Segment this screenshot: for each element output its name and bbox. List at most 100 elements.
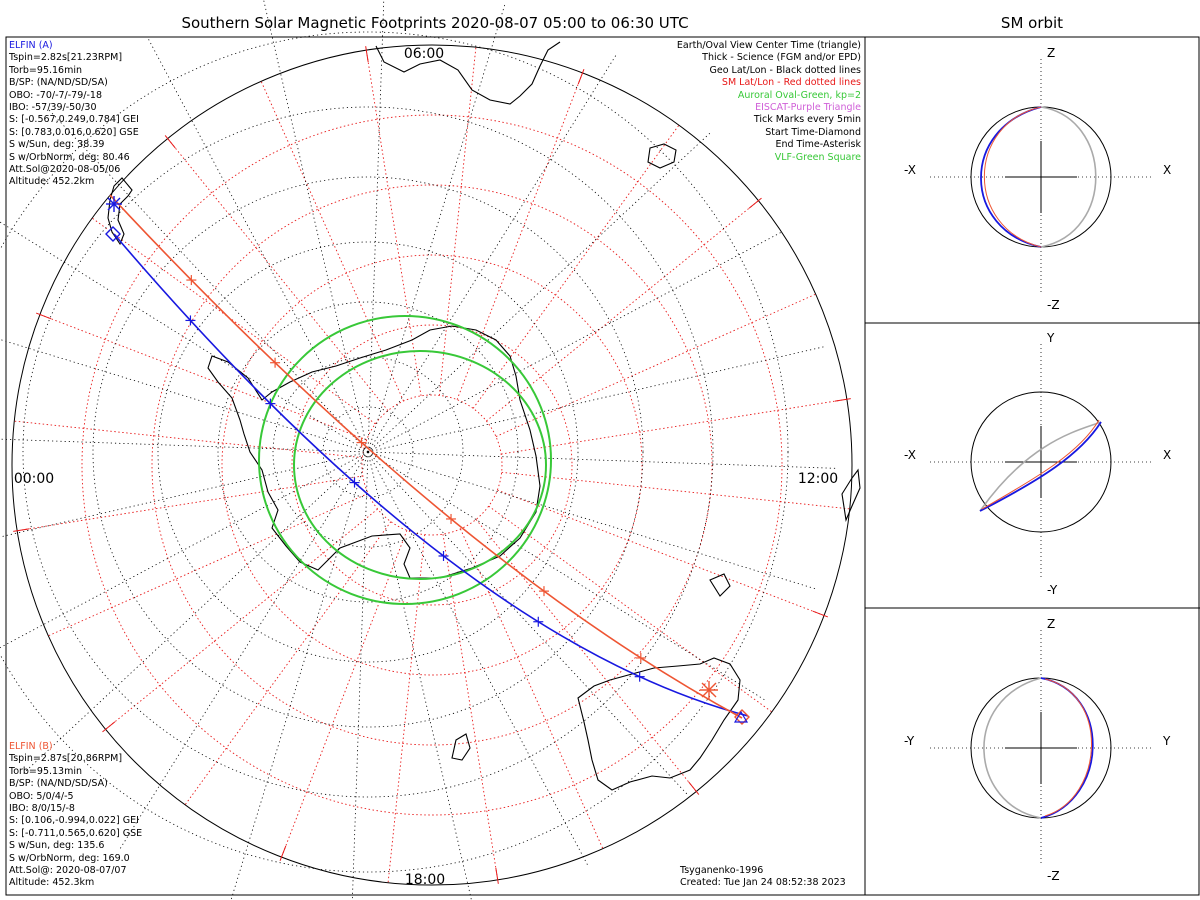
geo-lon-line	[367, 451, 472, 900]
sm-rim-tick	[812, 610, 829, 618]
australia-coastline	[577, 657, 741, 791]
elfin-b-start-diamond	[734, 709, 750, 725]
geo-lat-circle	[0, 31, 789, 873]
new-zealand-coastline	[841, 468, 861, 522]
sm-lat-circle	[221, 254, 643, 676]
sm-lon-line	[501, 398, 847, 455]
orbit-axis-label-right: Y	[1162, 734, 1171, 748]
legend-tick-marks: Tick Marks every 5min	[753, 114, 861, 126]
time-label-bottom: 18:00	[405, 872, 445, 888]
map-legend: Earth/Oval View Center Time (triangle) T…	[677, 40, 861, 164]
elfin-a-end-asterisk	[106, 196, 122, 212]
geo-lat-circle	[272, 356, 464, 548]
orbit-track-shadow	[979, 421, 1102, 512]
orbit-track-b	[981, 419, 1100, 510]
antarctica-coastline	[207, 325, 541, 579]
geo-lon-line	[367, 451, 838, 469]
auroral-oval-outer	[258, 315, 552, 605]
geo-lat-circle	[22, 106, 714, 798]
sm-lat-lon-grid	[13, 46, 851, 884]
orbit-axis-label-right: X	[1163, 448, 1171, 462]
sm-lon-line	[260, 81, 404, 402]
sm-rim-tick	[748, 197, 762, 209]
sm-lon-line	[387, 534, 426, 883]
sm-rim-tick	[13, 528, 30, 532]
orbit-frame	[864, 36, 1200, 896]
legend-end-time: End Time-Asterisk	[775, 139, 861, 151]
geo-lon-line	[367, 451, 767, 702]
geo-lon-line	[367, 451, 590, 868]
elfin-b-info-line: IBO: 8/0/15/-8	[9, 802, 75, 814]
geo-lon-line	[367, 2, 506, 453]
geo-lon-line	[230, 451, 369, 900]
elfin-a-info-line: S w/OrbNorm, deg: 80.46	[9, 151, 130, 163]
orbit-title: SM orbit	[1001, 14, 1063, 32]
elfin-b-info-panel: ELFIN (B) Tspin=2.87s[20.86RPM] Torb=95.…	[9, 741, 142, 890]
sm-rim-tick	[35, 312, 52, 320]
orbit-axis-label-bottom: -Y	[1047, 583, 1058, 597]
elfin-a-footprint-track	[113, 233, 749, 717]
legend-eiscat: EISCAT-Purple Triangle	[755, 101, 861, 113]
legend-view-center: Earth/Oval View Center Time (triangle)	[676, 40, 861, 51]
sm-rim-tick	[164, 135, 176, 149]
geo-lat-circle	[92, 176, 644, 728]
south-pacific-island	[451, 733, 471, 761]
sm-lon-line	[488, 505, 773, 713]
elfin-a-info-line: Tspin=2.82s[21.23RPM]	[9, 52, 123, 64]
elfin-a-info-line: OBO: -70/-7/-79/-18	[9, 89, 102, 101]
orbit-axis-label-bottom: -Z	[1047, 298, 1060, 312]
elfin-a-start-diamond	[105, 226, 121, 242]
sm-lon-line	[14, 420, 363, 459]
elfin-a-info-line: S: [0.783,0.016,0.620] GSE	[9, 126, 139, 138]
orbit-axis-label-top: Z	[1047, 46, 1055, 60]
legend-auroral-oval: Auroral Oval-Green, kp=2	[737, 89, 861, 101]
geo-lat-circle	[322, 406, 414, 498]
sm-lon-line	[281, 530, 408, 858]
map-boundary-circle	[11, 44, 853, 886]
sm-lat-circle	[151, 184, 713, 746]
orbit-axis-label-top: Y	[1046, 331, 1055, 345]
elfin-a-info-panel: ELFIN (A) Tspin=2.82s[21.23RPM] Torb=95.…	[9, 40, 139, 189]
elfin-a-info-line: Altitude: 452.2km	[9, 176, 95, 188]
elfin-b-end-asterisk	[700, 681, 718, 699]
geo-lat-lon-grid	[0, 0, 838, 900]
orbit-axis-label-top: Z	[1047, 617, 1055, 631]
orbit-track-b	[984, 106, 1042, 248]
geo-lon-line	[351, 451, 369, 900]
geo-lon-line	[367, 451, 689, 797]
elfin-a-center-triangle	[733, 710, 749, 723]
elfin-a-info-line: S: [-0.567,0.249,0.784] GEI	[9, 114, 139, 126]
orbit-axis-label-left: -Y	[904, 734, 915, 748]
geo-lat-circle	[157, 241, 579, 663]
legend-geo-grid: Geo Lat/Lon - Black dotted lines	[709, 64, 861, 76]
sm-lon-line	[365, 50, 422, 396]
geo-lon-line	[0, 221, 369, 453]
orbit-axis-label-left: -X	[904, 163, 916, 177]
sm-rim-tick	[495, 867, 499, 884]
geo-lon-line	[367, 131, 713, 453]
sm-lon-line	[438, 47, 477, 396]
sm-lon-line	[456, 72, 583, 400]
elfin-b-info-line: S w/OrbNorm, deg: 169.0	[9, 852, 130, 864]
auroral-oval-inner	[293, 350, 547, 580]
orbit-track-shadow	[983, 677, 1042, 819]
geo-lon-line	[367, 345, 827, 453]
legend-science: Thick - Science (FGM and/or EPD)	[702, 52, 861, 64]
polar-map: 06:00 00:00 12:00 18:00	[0, 0, 861, 900]
sm-lon-line	[472, 124, 680, 409]
sm-lat-circle	[81, 114, 783, 816]
geo-lon-line	[367, 53, 618, 453]
orbit-track-b	[1044, 678, 1092, 817]
elfin-a-info-line: B/SP: (NA/ND/SD/SA)	[9, 77, 108, 89]
geo-lon-line	[23, 451, 369, 773]
time-label-left: 00:00	[14, 471, 54, 487]
orbit-track-shadow	[1040, 106, 1097, 248]
geo-lon-line	[0, 451, 369, 538]
credits: Tsyganenko-1996 Created: Tue Jan 24 08:5…	[680, 865, 846, 890]
elfin-a-info-line: IBO: -57/39/-50/30	[9, 101, 97, 113]
elfin-b-info-line: B/SP: (NA/ND/SD/SA)	[9, 778, 108, 790]
geo-lon-line	[367, 0, 385, 453]
elfin-b-info-line: S w/Sun, deg: 135.6	[9, 840, 105, 852]
sm-lat-circle	[361, 394, 503, 536]
